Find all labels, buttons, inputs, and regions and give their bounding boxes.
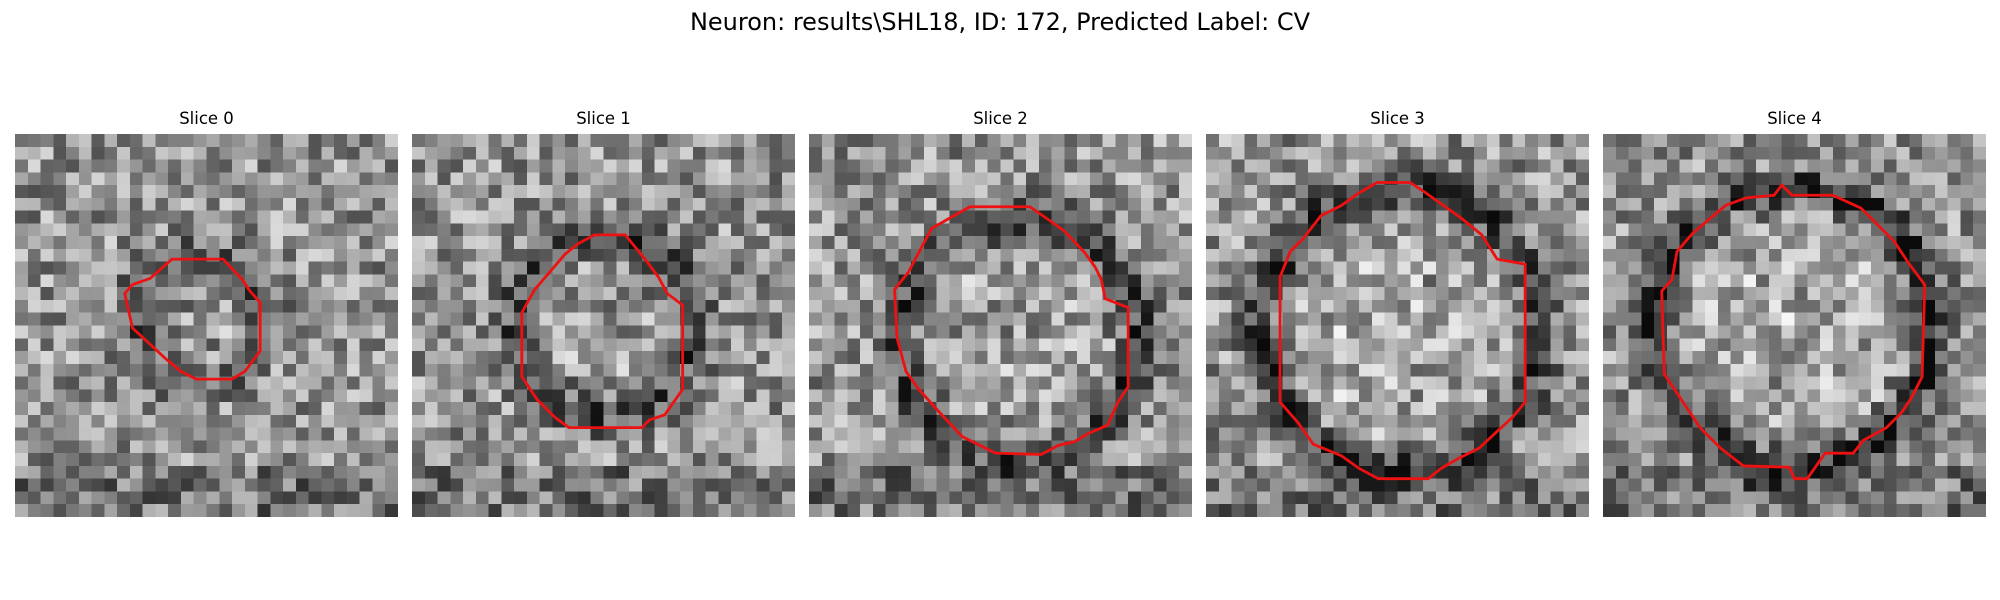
slice-panel-3: Slice 3 [1206,106,1589,520]
figure-title: Neuron: results\SHL18, ID: 172, Predicte… [689,8,1311,36]
slice-image-2 [809,134,1192,517]
slice-title-3: Slice 3 [1370,109,1425,128]
slice-panel-4: Slice 4 [1603,106,1986,520]
slice-title-0: Slice 0 [179,109,234,128]
slice-panel-1: Slice 1 [412,106,795,520]
slice-image-1 [412,134,795,517]
roi-contour-4 [1660,182,1927,481]
roi-contour-2 [893,205,1130,456]
slice-panel-0: Slice 0 [15,106,398,520]
roi-contour-3 [1278,181,1527,481]
slice-image-0 [15,134,398,517]
slice-image-4 [1603,134,1986,517]
slice-panel-2: Slice 2 [809,106,1192,520]
slice-image-3 [1206,134,1589,517]
slice-title-4: Slice 4 [1767,109,1822,128]
roi-contour-1 [520,233,685,430]
slice-title-2: Slice 2 [973,109,1028,128]
slice-title-1: Slice 1 [576,109,631,128]
roi-contour-0 [123,257,262,381]
